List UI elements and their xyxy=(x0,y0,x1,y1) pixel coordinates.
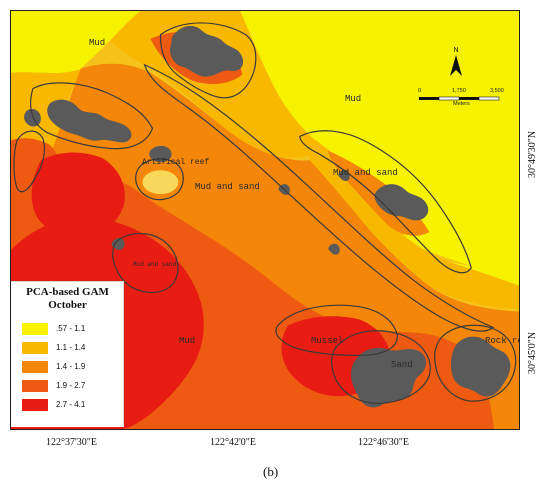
island-north-cluster xyxy=(169,25,244,77)
legend-subtitle: October xyxy=(48,298,87,311)
island-east-cluster xyxy=(374,184,429,221)
map-label-mussel: Mussel xyxy=(311,336,344,346)
zone-red-artificial xyxy=(31,152,125,238)
zone-pale-artificial-reef xyxy=(142,170,179,195)
contour-north xyxy=(159,22,257,99)
contour-rock-reef xyxy=(434,324,517,402)
legend-label: 1.9 - 2.7 xyxy=(56,381,86,391)
zone-yellow-northwest xyxy=(11,11,141,74)
island-sand-cluster xyxy=(350,347,427,408)
north-arrow-icon: N xyxy=(450,47,462,76)
island-artificial-reef xyxy=(149,145,172,163)
panel-caption: (b) xyxy=(263,464,279,479)
island-rock-reef-cluster xyxy=(450,336,511,397)
legend-label: 2.7 - 4.1 xyxy=(56,400,86,410)
scale-bar: 0 1,750 3,500 Meters xyxy=(418,88,510,110)
map-frame: Mud Mud Artifical reef Mud and sand Mud … xyxy=(10,10,520,430)
x-tick-1: 122°37'30"E xyxy=(46,437,97,448)
scale-tick-2: 3,500 xyxy=(490,88,504,94)
islands xyxy=(24,25,511,408)
map-label-mud-and-sand-east: Mud and sand xyxy=(333,168,398,178)
island-small-1 xyxy=(24,108,41,127)
legend-title: PCA-based GAM xyxy=(26,286,109,298)
north-arrow-label: N xyxy=(453,47,458,54)
y-tick-2: 30°45'0"N xyxy=(527,331,538,374)
island-west-cluster xyxy=(47,99,132,143)
map-label-sand: Sand xyxy=(391,360,413,370)
map-label-mud-nw: Mud xyxy=(89,38,106,48)
contour-west xyxy=(30,82,154,150)
legend: PCA-based GAM October .57 - 1.1 1.1 - 1.… xyxy=(11,281,124,427)
island-small-5 xyxy=(328,243,340,255)
legend-items: .57 - 1.1 1.1 - 1.4 1.4 - 1.9 1.9 - 2.7 … xyxy=(16,320,119,413)
contour-mud-sand-east xyxy=(299,130,472,274)
legend-item: 1.1 - 1.4 xyxy=(16,339,119,356)
map-label-mud-ne: Mud xyxy=(345,94,362,104)
legend-item: .57 - 1.1 xyxy=(16,320,119,337)
contour-mussel xyxy=(275,304,399,356)
map-label-artificial-reef: Artifical reef xyxy=(142,158,210,167)
scale-unit: Meters xyxy=(453,101,470,107)
north-arrow-left-half xyxy=(450,55,456,76)
island-small-2 xyxy=(111,237,125,250)
contour-central-band xyxy=(143,63,495,332)
map-label-rock-reef: Rock reef xyxy=(485,336,519,346)
north-arrow-right-half xyxy=(456,55,462,76)
legend-item: 1.9 - 2.7 xyxy=(16,377,119,394)
legend-label: .57 - 1.1 xyxy=(56,324,86,334)
legend-item: 2.7 - 4.1 xyxy=(16,396,119,413)
habitat-contours xyxy=(13,22,517,404)
zone-yellow-northeast xyxy=(240,11,519,280)
density-map xyxy=(11,11,519,429)
legend-label: 1.1 - 1.4 xyxy=(56,343,86,353)
map-label-mud-and-sand-center: Mud and sand xyxy=(195,182,260,192)
legend-label: 1.4 - 1.9 xyxy=(56,362,86,372)
legend-swatch xyxy=(22,322,48,335)
y-tick-1: 30°49'30"N xyxy=(527,130,538,178)
scale-tick-0: 0 xyxy=(418,88,422,94)
map-label-mud-sw-small: Mud and sand xyxy=(133,261,177,268)
contour-sand xyxy=(331,330,431,404)
contour-sw-patch xyxy=(112,233,179,294)
contour-left-edge xyxy=(13,130,46,193)
legend-swatch xyxy=(22,379,48,392)
legend-swatch xyxy=(22,398,48,411)
contour-artificial-reef xyxy=(135,158,184,201)
scale-bar-graphic xyxy=(419,96,500,101)
x-tick-2: 122°42'0"E xyxy=(210,437,256,448)
legend-item: 1.4 - 1.9 xyxy=(16,358,119,375)
legend-swatch xyxy=(22,341,48,354)
scale-tick-1: 1,750 xyxy=(452,88,466,94)
legend-swatch xyxy=(22,360,48,373)
map-label-mud-south: Mud xyxy=(179,336,196,346)
x-tick-3: 122°46'30"E xyxy=(358,437,409,448)
